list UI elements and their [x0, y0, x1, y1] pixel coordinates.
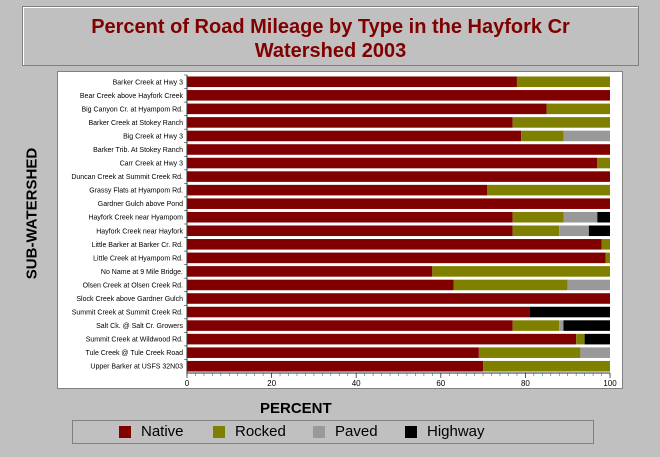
bar-rocked-13: [605, 252, 610, 264]
chart-title-line-2: Watershed 2003: [254, 40, 407, 62]
category-label-16: Slock Creek above Gardner Gulch: [76, 296, 183, 303]
bar-highway-18: [563, 320, 610, 331]
x-tick-label-4: 80: [521, 379, 530, 388]
bar-rocked-15: [453, 279, 568, 291]
bar-native-21: [187, 360, 484, 372]
category-label-8: Grassy Flats at Hyampom Rd.: [89, 188, 183, 195]
bar-native-6: [187, 157, 598, 169]
category-label-3: Barker Creek at Stokey Ranch: [88, 120, 183, 127]
category-label-12: Little Barker at Barker Cr. Rd.: [92, 242, 183, 249]
bar-highway-19: [584, 333, 610, 345]
legend-label-paved: Paved: [335, 423, 378, 440]
bar-rocked-0: [516, 76, 610, 88]
bar-paved-18: [559, 320, 564, 331]
bar-rocked-12: [601, 239, 610, 250]
category-label-18: Salt Ck. @ Salt Cr. Growers: [96, 323, 183, 330]
bar-highway-10: [597, 211, 610, 223]
category-label-20: Tule Creek @ Tule Creek Road: [86, 350, 184, 357]
bar-native-2: [187, 103, 547, 115]
category-label-10: Hayfork Creek near Hyampom: [88, 215, 183, 222]
legend-swatch-native: [119, 426, 131, 438]
bar-rocked-11: [512, 225, 560, 237]
bar-paved-11: [559, 225, 589, 237]
category-label-1: Bear Creek above Hayfork Creek: [80, 93, 184, 100]
bar-highway-17: [529, 306, 610, 318]
category-label-9: Gardner Gulch above Pond: [98, 201, 183, 208]
bar-native-12: [187, 239, 602, 250]
bar-highway-11: [588, 225, 610, 237]
x-tick-label-0: 0: [185, 379, 190, 388]
x-tick-label-2: 40: [352, 379, 361, 388]
bar-rocked-18: [512, 320, 560, 331]
chart-title-box: Percent of Road Mileage by Type in the H…: [22, 6, 639, 66]
legend-label-rocked: Rocked: [235, 423, 286, 440]
bar-paved-15: [567, 279, 610, 291]
category-label-13: Little Creek at Hyampom Rd.: [93, 255, 183, 262]
category-label-21: Upper Barker at USFS 32N03: [90, 364, 183, 371]
x-tick-label-5: 100: [603, 379, 617, 388]
bar-native-0: [187, 76, 517, 88]
bar-native-18: [187, 320, 513, 331]
bar-native-8: [187, 184, 488, 196]
bar-native-20: [187, 347, 479, 358]
bar-rocked-3: [512, 117, 610, 128]
category-label-5: Barker Trib. At Stokey Ranch: [93, 147, 183, 154]
bar-native-19: [187, 333, 577, 345]
legend-swatch-paved: [313, 426, 325, 438]
bar-rocked-8: [487, 184, 610, 196]
bar-native-15: [187, 279, 454, 291]
category-label-15: Olsen Creek at Olsen Creek Rd.: [83, 282, 183, 289]
chart-area: Barker Creek at Hwy 3 Bear Creek above Ha…: [57, 71, 623, 389]
bar-native-10: [187, 211, 513, 223]
bar-native-1: [187, 90, 610, 101]
legend-label-highway: Highway: [427, 423, 485, 440]
category-label-19: Summit Creek at Wildwood Rd.: [86, 337, 183, 344]
bar-native-13: [187, 252, 606, 264]
legend-swatch-highway: [405, 426, 417, 438]
chart-title-line-1: Percent of Road Mileage by Type in the H…: [91, 16, 570, 38]
bar-rocked-20: [478, 347, 581, 358]
bar-rocked-21: [483, 360, 610, 372]
legend-label-native: Native: [141, 423, 184, 440]
category-label-2: Big Canyon Cr. at Hyampom Rd.: [81, 106, 183, 113]
bar-native-11: [187, 225, 513, 237]
bar-native-5: [187, 144, 610, 155]
bar-paved-10: [563, 211, 598, 223]
bar-native-14: [187, 266, 433, 277]
legend: Native Rocked Paved Highway: [72, 420, 594, 444]
bar-rocked-6: [597, 157, 610, 169]
category-label-14: No Name at 9 Mile Bridge.: [101, 269, 183, 276]
bar-native-9: [187, 198, 610, 209]
bar-rocked-19: [576, 333, 585, 345]
x-axis-label: PERCENT: [260, 400, 332, 417]
category-label-6: Carr Creek at Hwy 3: [120, 161, 184, 168]
y-axis-label: SUB-WATERSHED: [23, 147, 41, 280]
bar-chart: Barker Creek at Hwy 3 Bear Creek above Ha…: [57, 71, 623, 389]
bar-rocked-10: [512, 211, 564, 223]
x-tick-label-3: 60: [436, 379, 445, 388]
bar-native-3: [187, 117, 513, 128]
bar-native-7: [187, 171, 610, 182]
bar-native-16: [187, 293, 610, 304]
bar-paved-20: [580, 347, 610, 358]
bar-paved-4: [563, 130, 610, 142]
bar-native-17: [187, 306, 530, 318]
category-label-11: Hayfork Creek near Hayfork: [96, 228, 183, 235]
bar-native-4: [187, 130, 522, 142]
category-label-17: Summit Creek at Summit Creek Rd.: [72, 310, 183, 317]
category-label-0: Barker Creek at Hwy 3: [113, 79, 184, 86]
x-tick-label-1: 20: [267, 379, 276, 388]
category-label-7: Duncan Creek at Summit Creek Rd.: [71, 174, 183, 181]
bar-rocked-4: [521, 130, 564, 142]
category-label-4: Big Creek at Hwy 3: [123, 133, 183, 140]
bar-rocked-2: [546, 103, 610, 115]
bar-rocked-14: [432, 266, 610, 277]
chart-title: Percent of Road Mileage by Type in the H…: [23, 15, 638, 63]
legend-swatch-rocked: [213, 426, 225, 438]
